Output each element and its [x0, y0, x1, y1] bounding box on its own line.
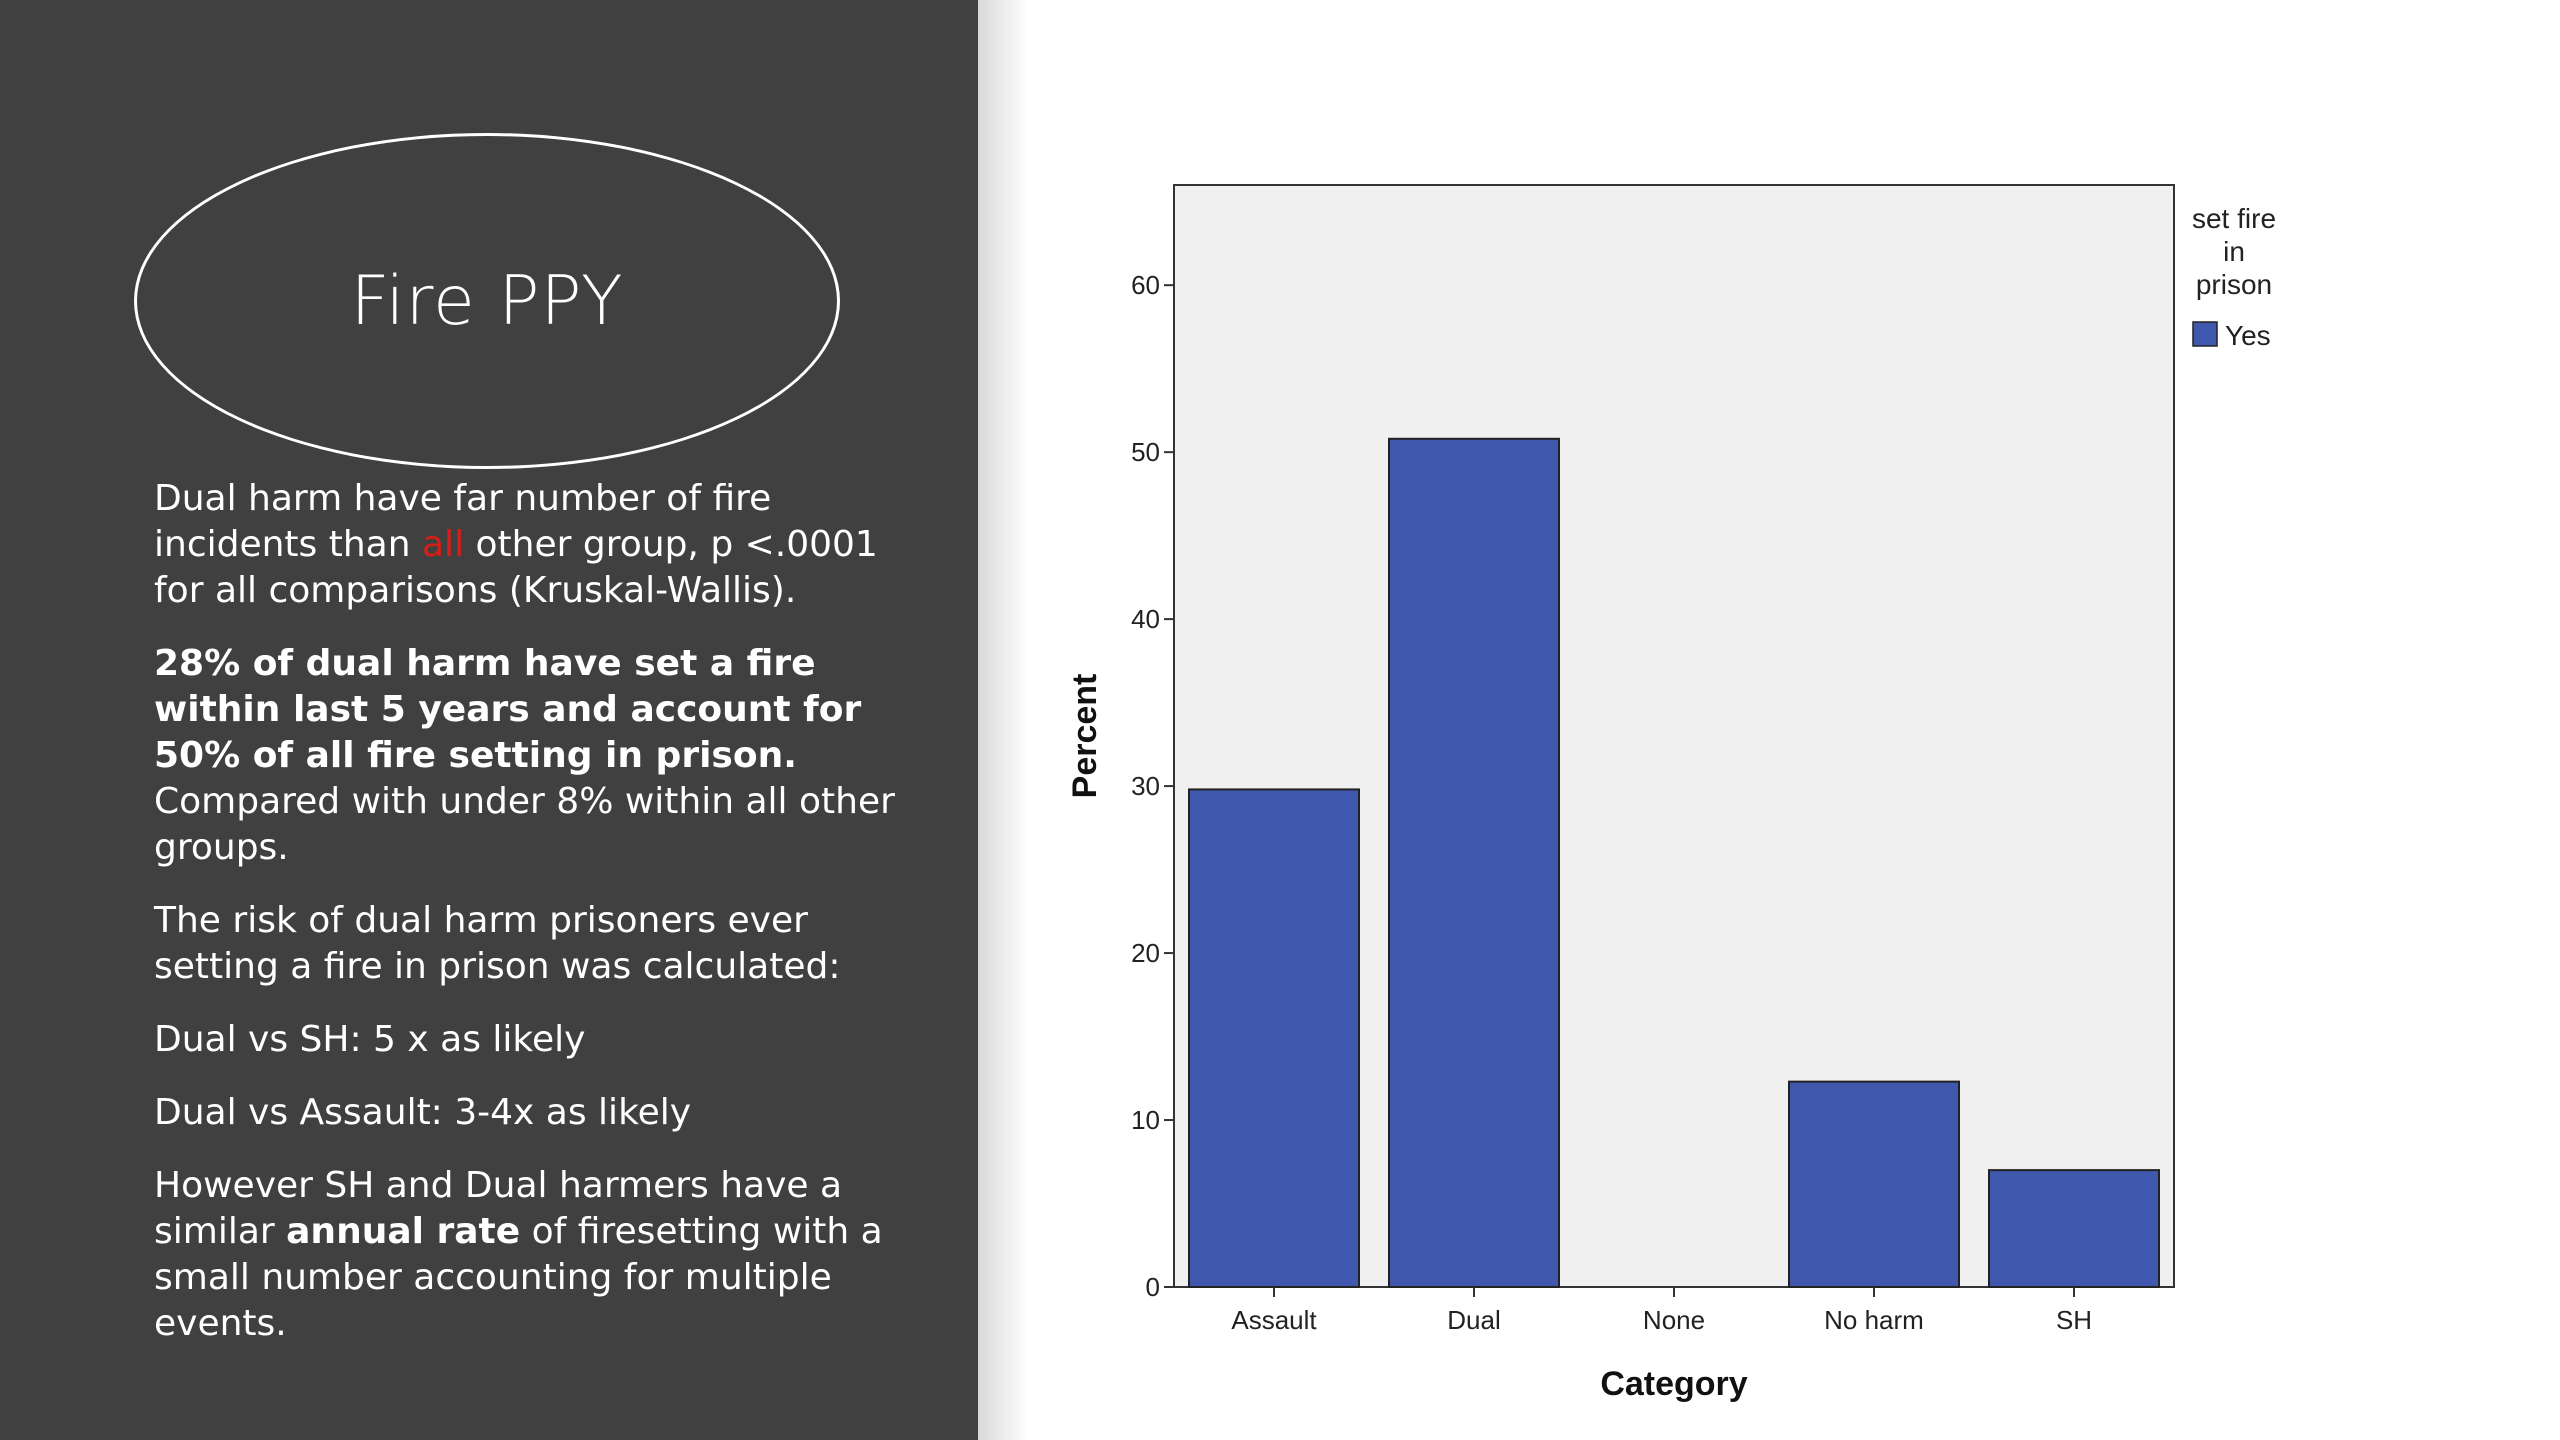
paragraph-dual-vs-assault: Dual vs Assault: 3-4x as likely: [154, 1092, 692, 1133]
legend-swatch: [2192, 321, 2218, 347]
x-axis: Assault Dual None No harm SH: [1231, 1287, 2092, 1335]
body-text: Dual harm have far number of fire incide…: [154, 476, 934, 1374]
y-tick-label: 40: [1131, 604, 1160, 634]
y-tick-label: 20: [1131, 938, 1160, 968]
x-tick-label: None: [1643, 1305, 1705, 1335]
x-tick-label: SH: [2056, 1305, 2092, 1335]
x-tick-label: Dual: [1447, 1305, 1500, 1335]
y-tick-label: 60: [1131, 270, 1160, 300]
legend-title-line: prison: [2196, 269, 2272, 300]
plot-area: [1173, 184, 2175, 1288]
p6-text-a: However SH and Dual harmers have a simil…: [154, 1165, 843, 1252]
p1-text-a: Dual harm have far number of fire incide…: [154, 478, 772, 565]
bar: [1388, 437, 1560, 1288]
y-tick-label: 50: [1131, 437, 1160, 467]
paragraph-annual-rate: However SH and Dual harmers have a simil…: [154, 1163, 934, 1347]
x-tick-label: Assault: [1231, 1305, 1317, 1335]
bar: [1988, 1169, 2160, 1288]
y-axis: 0 10 20 30 40 50 60: [1131, 270, 1174, 1302]
bars: [1188, 437, 2160, 1289]
p6-bold: annual rate: [286, 1211, 521, 1252]
y-tick-label: 30: [1131, 771, 1160, 801]
x-axis-label: Category: [1600, 1365, 1747, 1403]
p1-text-b: other group, p <.0001 for all comparison…: [154, 524, 878, 611]
p2-rest: Compared with under 8% within all other …: [154, 735, 907, 868]
paragraph-dual-vs-sh: Dual vs SH: 5 x as likely: [154, 1019, 586, 1060]
panel-shadow: [978, 0, 1028, 1440]
bar: [1788, 1080, 1960, 1289]
y-axis-label: Percent: [1066, 674, 1104, 799]
title-ellipse: [134, 133, 840, 469]
paragraph-kruskal-wallis: Dual harm have far number of fire incide…: [154, 476, 934, 614]
bar: [1188, 788, 1360, 1288]
p1-highlight: all: [422, 524, 465, 565]
paragraph-28-percent: 28% of dual harm have set a fire within …: [154, 641, 934, 871]
y-tick-label: 0: [1146, 1272, 1160, 1302]
legend-title-line: set fire: [2192, 203, 2276, 234]
legend-label: Yes: [2225, 320, 2271, 351]
p6-text-b: of firesetting with a small number accou…: [154, 1211, 883, 1344]
legend-title-line: in: [2223, 236, 2245, 267]
y-tick-label: 10: [1131, 1105, 1160, 1135]
p2-bold: 28% of dual harm have set a fire within …: [154, 643, 862, 776]
paragraph-risk: The risk of dual harm prisoners ever set…: [154, 900, 841, 987]
slide-title: Fire PPY: [350, 261, 624, 341]
x-tick-label: No harm: [1824, 1305, 1924, 1335]
